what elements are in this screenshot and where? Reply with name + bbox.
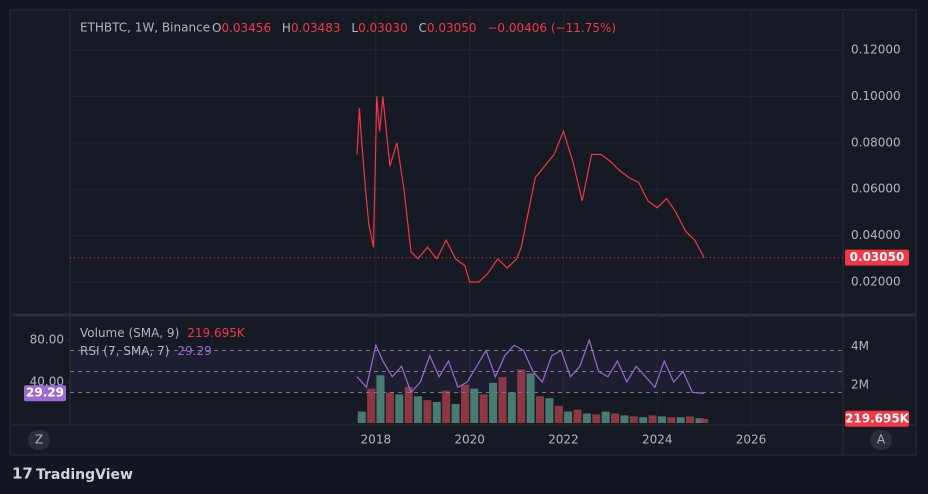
volume-bar — [517, 369, 526, 423]
ohlc-value: 0.03483 — [291, 21, 341, 35]
button-label[interactable]: A — [877, 433, 886, 447]
volume-bar — [498, 377, 507, 423]
symbol: ETHBTC, 1W, Binance — [80, 21, 210, 35]
volume-bar — [573, 409, 582, 423]
y-tick-label: 40.00 — [30, 374, 64, 388]
last-value-label: 29.29 — [26, 386, 64, 400]
volume-legend: Volume (SMA, 9) 219.695K — [80, 326, 246, 340]
volume-bar — [667, 417, 676, 423]
x-tick-label: 2020 — [454, 433, 485, 447]
volume-bar — [414, 396, 423, 423]
volume-bar — [432, 402, 441, 423]
ohlc-value: 0.03456 — [221, 21, 271, 35]
ohlc-label: L — [351, 21, 358, 35]
ohlc-label: C — [419, 21, 427, 35]
y-tick-label: 80.00 — [30, 333, 64, 347]
last-value-label: 0.03050 — [850, 250, 905, 264]
volume-bar — [592, 414, 601, 423]
x-tick-label: 2018 — [361, 433, 392, 447]
plot: 2018 2020 2022 2024 2026 0.02000 0.04000 0.0600… — [24, 12, 910, 447]
change: −0.00406 (−11.75%) — [487, 21, 616, 35]
volume-bar — [404, 386, 413, 423]
volume-bar — [357, 411, 366, 423]
button-label[interactable]: Z — [35, 433, 43, 447]
y-tick-label: 0.10000 — [851, 89, 901, 103]
y-tick-label: 0.08000 — [851, 135, 901, 149]
last-value-badge — [845, 410, 909, 427]
ohlc-label: O — [212, 21, 221, 35]
band-fill — [70, 350, 843, 393]
volume-bar — [554, 405, 563, 423]
volume-bar — [442, 390, 451, 423]
volume-bar — [686, 416, 695, 423]
volume-bar — [676, 417, 685, 423]
volume-bar — [423, 400, 432, 423]
volume-bar — [460, 384, 469, 423]
volume-bar — [601, 411, 610, 423]
volume-title: Volume (SMA, 9) — [80, 326, 179, 340]
volume-bar — [470, 388, 479, 423]
volume-bar — [629, 416, 638, 423]
ohlc-label: H — [282, 21, 291, 35]
button[interactable] — [28, 430, 50, 450]
volume-bar — [657, 416, 666, 423]
volume-bar — [582, 413, 591, 423]
volume-bar — [451, 403, 460, 423]
volume-bar — [535, 396, 544, 423]
volume-bar — [376, 375, 385, 423]
volume-bar — [367, 388, 376, 423]
ohlc-value: 0.03050 — [427, 21, 477, 35]
ohlc-value: 0.03030 — [358, 21, 408, 35]
volume-bar — [526, 373, 535, 423]
x-tick-label: 2024 — [642, 433, 673, 447]
rsi-legend: RSI (7, SMA, 7) 29.29 — [80, 344, 212, 358]
y-tick-label: 0.04000 — [851, 228, 901, 242]
last-value-badge — [845, 249, 909, 266]
y-tick-label: 0.06000 — [851, 182, 901, 196]
x-tick-label: 2022 — [548, 433, 579, 447]
volume-bar — [611, 413, 620, 423]
volume-bar — [564, 411, 573, 423]
volume-bar — [395, 394, 404, 423]
brand[interactable]: TradingView — [36, 467, 133, 483]
button[interactable] — [870, 430, 892, 450]
chart-frame — [9, 9, 917, 456]
volume-bar — [507, 392, 516, 423]
y-tick-label: 0.02000 — [851, 275, 901, 289]
y-tick-label: 2M — [851, 377, 869, 391]
last-value-badge — [24, 385, 66, 402]
volume-bar — [620, 415, 629, 423]
ohlc: O0.03456 H0.03483 L0.03030 C0.03050 −0.0… — [212, 21, 616, 35]
x-tick-label: 2026 — [736, 433, 767, 447]
volume-bar — [489, 382, 498, 423]
volume-bar — [695, 418, 704, 423]
rsi-value: 29.29 — [177, 344, 211, 358]
volume-bar — [385, 392, 394, 423]
rsi-title: RSI (7, SMA, 7) — [80, 344, 169, 358]
series-line — [356, 338, 705, 394]
volume-bar — [639, 417, 648, 423]
volume-bar — [479, 394, 488, 423]
y-tick-label: 4M — [851, 339, 869, 353]
volume-bar — [700, 418, 709, 423]
y-tick-label: 0.12000 — [851, 43, 901, 57]
series-line — [356, 96, 705, 283]
volume-value: 219.695K — [187, 326, 246, 340]
volume-bar — [648, 415, 657, 423]
last-value-label: 219.695K — [845, 411, 910, 425]
volume-bar — [545, 398, 554, 423]
logo-mark: 𝟭𝟳 — [12, 465, 33, 483]
